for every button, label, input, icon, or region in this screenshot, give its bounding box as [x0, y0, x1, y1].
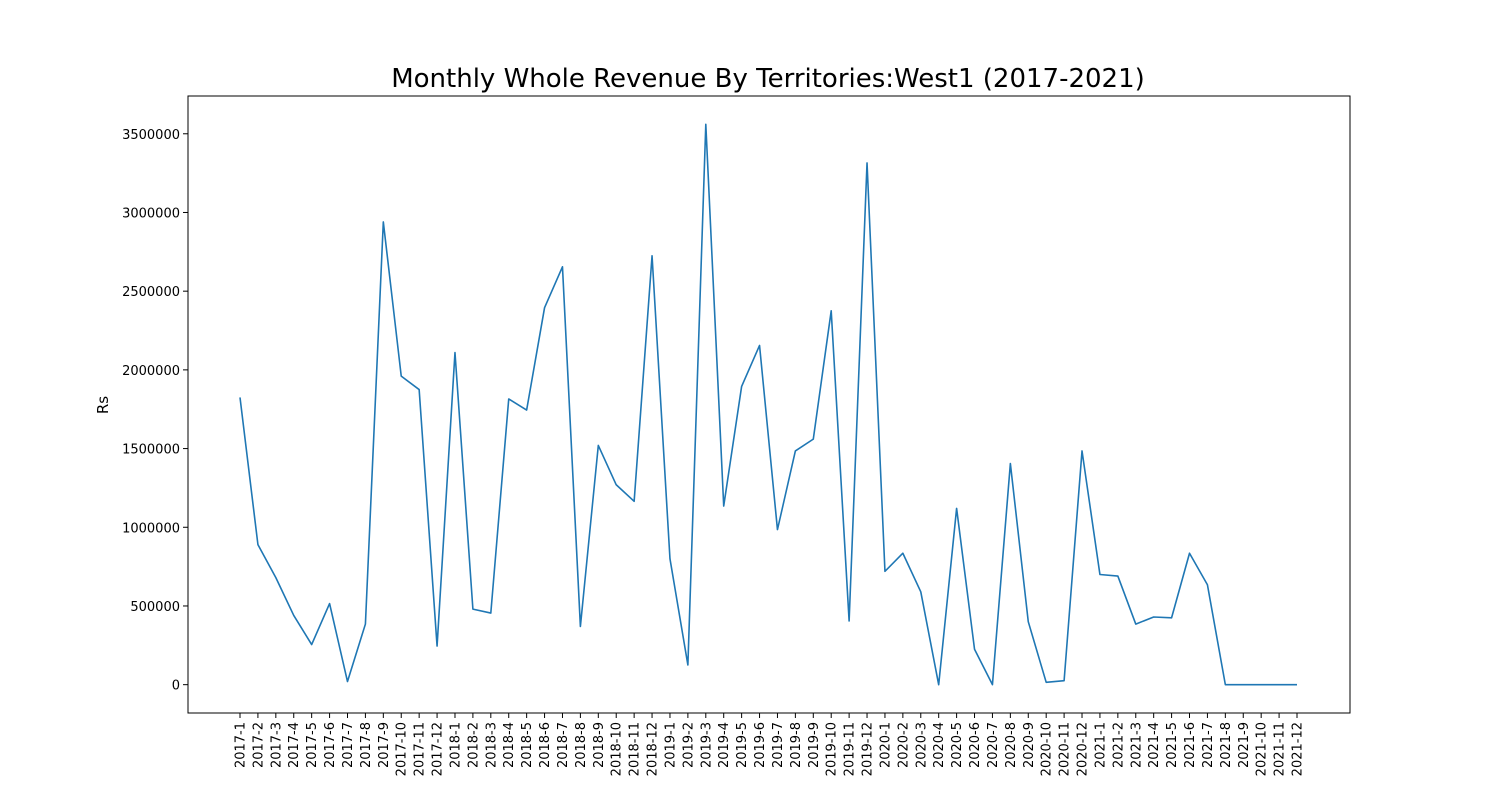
x-tick-label: 2020-4: [932, 722, 947, 768]
x-tick-label: 2017-9: [377, 722, 392, 768]
x-tick-label: 2018-4: [502, 722, 517, 768]
y-tick-label: 3500000: [122, 128, 180, 143]
x-tick-label: 2021-6: [1183, 722, 1198, 768]
x-tick-label: 2018-6: [538, 722, 553, 768]
x-axis: 2017-1 2017-2 2017-3 2017-4 2017-5 2017-6 2017…: [234, 713, 1306, 776]
x-tick-label: 2021-5: [1165, 722, 1180, 768]
chart-title: Monthly Whole Revenue By Territories:Wes…: [391, 64, 1145, 94]
x-tick-label: 2018-7: [556, 722, 571, 768]
y-tick-label: 1500000: [122, 443, 180, 458]
x-tick-label: 2019-12: [861, 722, 876, 776]
x-tick-label: 2019-10: [825, 722, 840, 776]
x-tick-label: 2021-7: [1201, 722, 1216, 768]
x-tick-label: 2021-9: [1237, 722, 1252, 768]
x-tick-label: 2018-9: [592, 722, 607, 768]
x-tick-label: 2019-2: [681, 722, 696, 768]
x-tick-label: 2021-2: [1111, 722, 1126, 768]
x-tick-label: 2021-4: [1147, 722, 1162, 768]
x-tick-label: 2019-8: [789, 722, 804, 768]
x-tick-label: 2020-8: [1004, 722, 1019, 768]
revenue-series-line: [239, 123, 1297, 686]
y-tick-label: 3000000: [122, 206, 180, 221]
x-tick-label: 2020-2: [896, 722, 911, 768]
x-tick-label: 2019-11: [843, 722, 858, 776]
y-tick-label: 500000: [130, 600, 180, 615]
x-tick-label: 2018-11: [628, 722, 643, 776]
x-tick-label: 2018-5: [520, 722, 535, 768]
x-tick-label: 2020-7: [986, 722, 1001, 768]
x-tick-label: 2020-9: [1022, 722, 1037, 768]
plot-area-frame: [187, 95, 1351, 714]
x-tick-label: 2021-1: [1093, 722, 1108, 768]
x-tick-label: 2017-2: [251, 722, 266, 768]
x-tick-label: 2021-8: [1219, 722, 1234, 768]
x-tick-label: 2020-5: [950, 722, 965, 768]
series-group: [239, 123, 1297, 686]
y-tick-label: 1000000: [122, 521, 180, 536]
x-tick-label: 2018-10: [610, 722, 625, 776]
x-tick-label: 2021-12: [1291, 722, 1306, 776]
x-tick-label: 2018-1: [448, 722, 463, 768]
x-tick-label: 2019-7: [771, 722, 786, 768]
x-tick-label: 2019-6: [753, 722, 768, 768]
x-tick-label: 2021-3: [1129, 722, 1144, 768]
x-tick-label: 2021-10: [1255, 722, 1270, 776]
x-tick-label: 2017-4: [287, 722, 302, 768]
x-tick-label: 2020-3: [914, 722, 929, 768]
x-tick-label: 2017-3: [269, 722, 284, 768]
x-tick-label: 2017-11: [413, 722, 428, 776]
x-tick-label: 2017-5: [305, 722, 320, 768]
y-tick-label: 0: [172, 679, 180, 694]
y-tick-label: 2000000: [122, 364, 180, 379]
x-tick-label: 2018-2: [466, 722, 481, 768]
x-tick-label: 2020-10: [1040, 722, 1055, 776]
x-tick-label: 2019-9: [807, 722, 822, 768]
x-tick-label: 2020-11: [1058, 722, 1073, 776]
x-tick-label: 2017-1: [234, 722, 249, 768]
x-tick-label: 2019-1: [663, 722, 678, 768]
x-tick-label: 2019-3: [699, 722, 714, 768]
x-tick-label: 2017-7: [341, 722, 356, 768]
x-tick-label: 2017-12: [431, 722, 446, 776]
x-tick-label: 2018-8: [574, 722, 589, 768]
x-tick-label: 2020-6: [968, 722, 983, 768]
x-tick-label: 2021-11: [1273, 722, 1288, 776]
x-tick-label: 2020-1: [878, 722, 893, 768]
y-axis-label: Rs: [94, 396, 112, 414]
x-tick-label: 2019-5: [735, 722, 750, 768]
x-tick-label: 2018-12: [646, 722, 661, 776]
x-tick-label: 2017-6: [323, 722, 338, 768]
y-tick-label: 2500000: [122, 285, 180, 300]
x-tick-label: 2017-8: [359, 722, 374, 768]
x-tick-label: 2018-3: [484, 722, 499, 768]
x-tick-label: 2020-12: [1076, 722, 1091, 776]
x-tick-label: 2017-10: [395, 722, 410, 776]
x-tick-label: 2019-4: [717, 722, 732, 768]
y-axis: 0 500000 1000000 1500000 2000000 2500000 30000…: [122, 128, 188, 694]
